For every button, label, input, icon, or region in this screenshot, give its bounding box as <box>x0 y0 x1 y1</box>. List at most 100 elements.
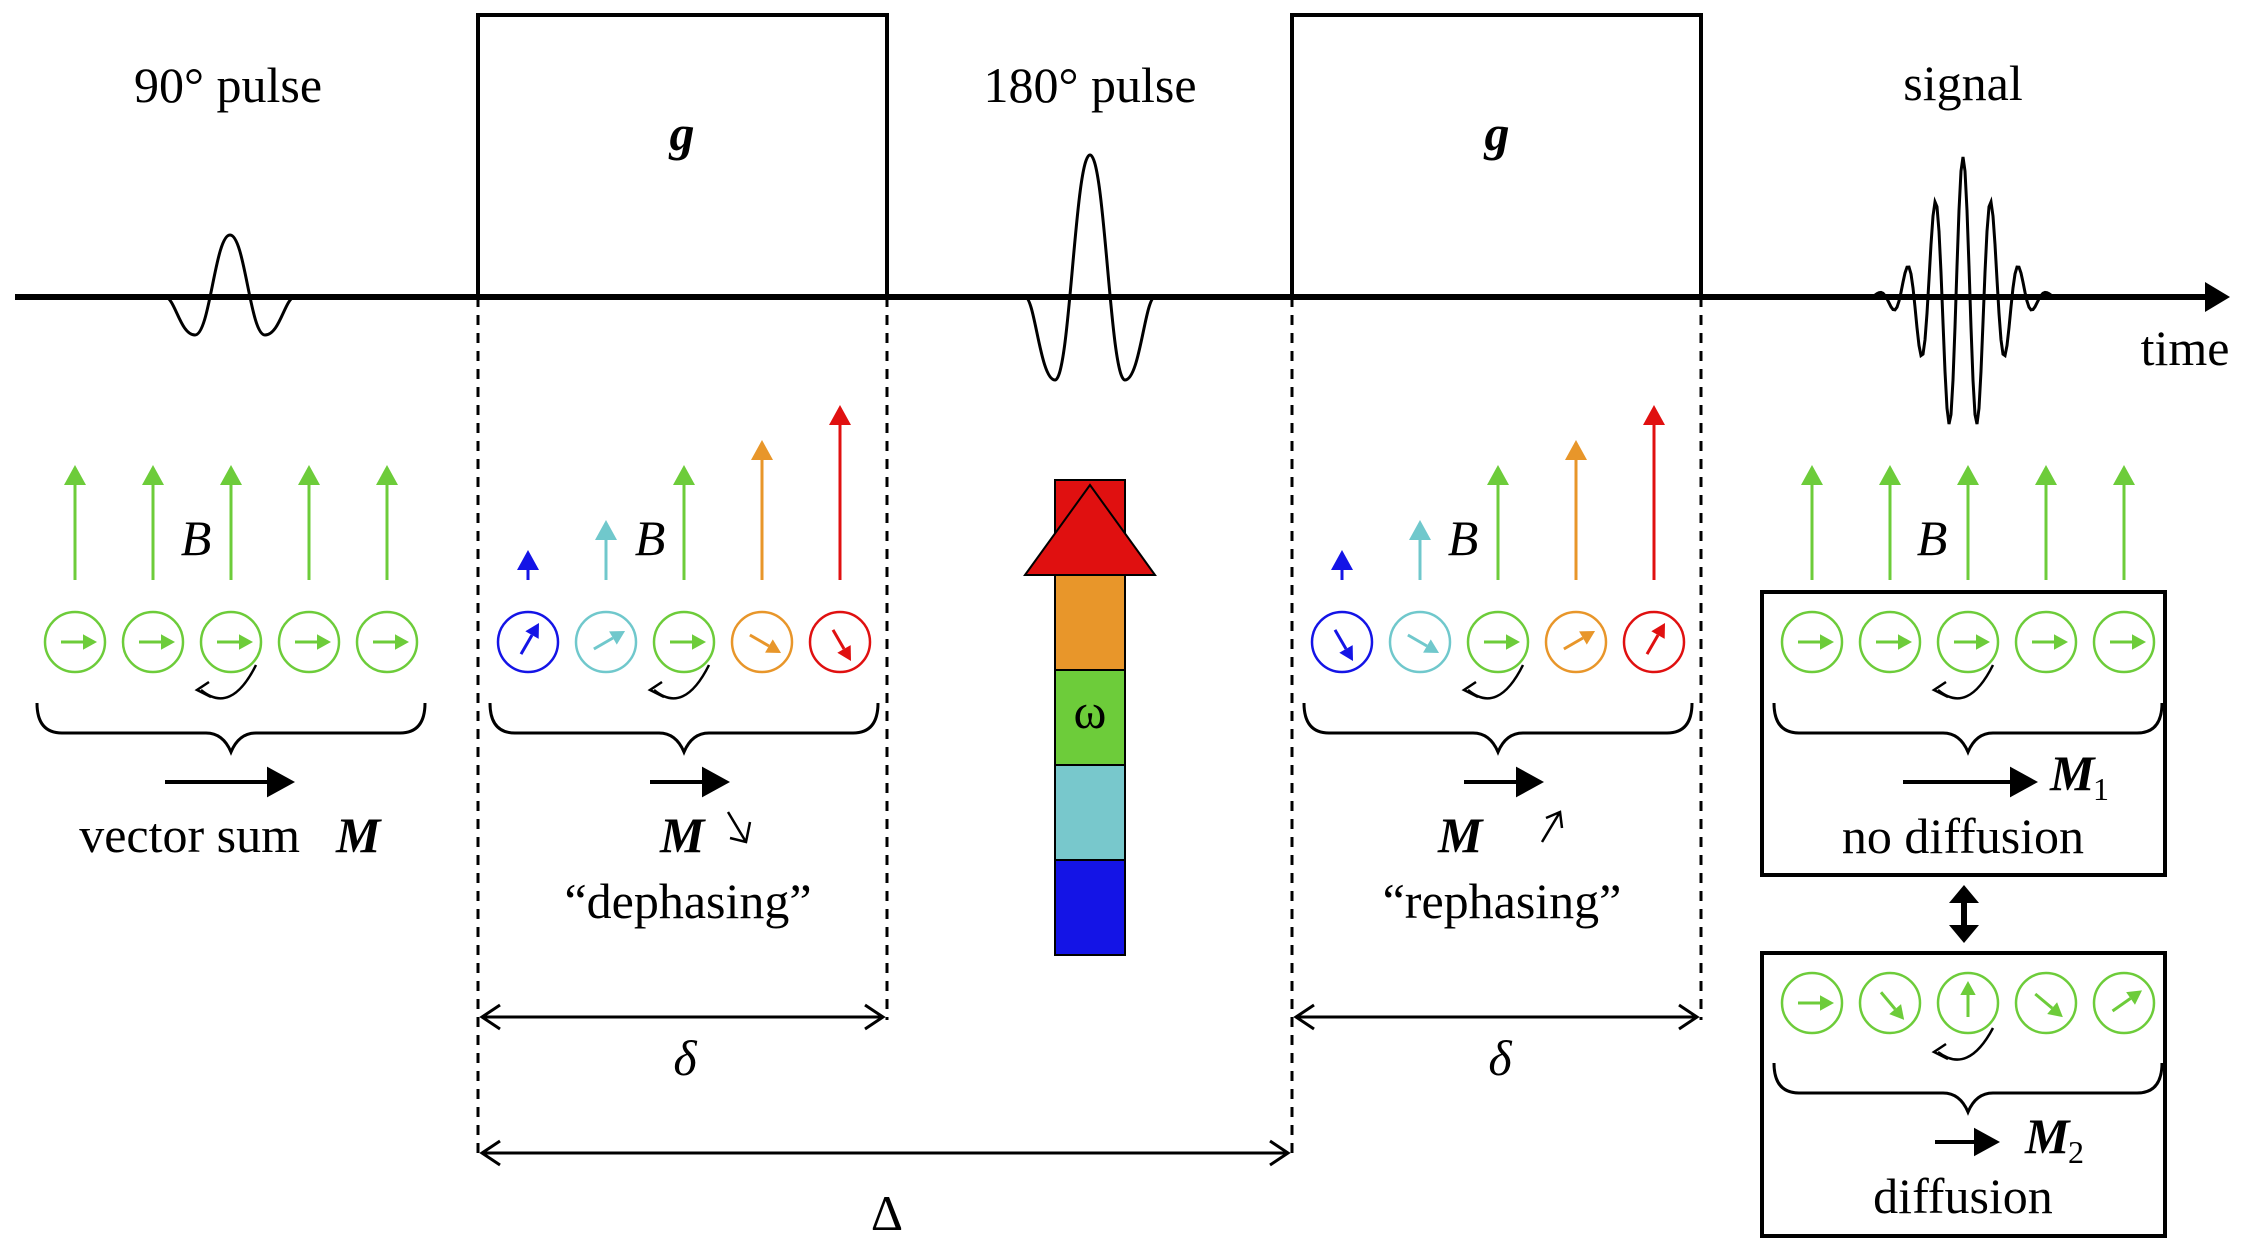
field-arrow <box>751 440 773 580</box>
vector-sum-m-label: M <box>335 807 382 863</box>
sum-brace <box>35 702 427 756</box>
rotation-arrowhead <box>194 680 212 699</box>
field-arrow <box>829 405 851 580</box>
spin-vector-arrow <box>2032 634 2068 650</box>
magnetization-arrow <box>1903 766 2038 798</box>
spin-vector-arrow <box>61 634 97 650</box>
field-arrow <box>595 520 617 580</box>
field-label-2: B <box>635 510 666 566</box>
m2-subscript: 2 <box>2068 1134 2084 1170</box>
gradient-label-1: g <box>669 105 695 161</box>
small-delta-label-2: δ <box>1488 1030 1512 1086</box>
spin-circle <box>574 610 638 674</box>
omega-bar-segment <box>1054 764 1126 861</box>
frequency-gradient-arrow <box>1023 479 1157 956</box>
spin-circle <box>1780 971 1844 1035</box>
field-arrow <box>2113 465 2135 580</box>
spin-circle <box>1780 610 1844 674</box>
spin-vector-arrow <box>1563 631 1596 651</box>
rotation-arc <box>1937 664 1995 700</box>
diffusion-label: diffusion <box>1873 1168 2053 1224</box>
pulse-180-waveform <box>1024 153 1156 382</box>
spin-vector-arrow <box>217 634 253 650</box>
field-arrow <box>1643 405 1665 580</box>
pulse-180-label: 180° pulse <box>983 57 1196 113</box>
spin-vector-arrow <box>295 634 331 650</box>
spin-vector-arrow <box>2034 992 2063 1018</box>
spin-circle <box>1858 971 1922 1035</box>
diffusion-spin-group <box>1772 971 2164 1157</box>
omega-arrow-head <box>1023 483 1157 576</box>
big-delta-label: Δ <box>871 1185 903 1241</box>
omega-bar-segment <box>1054 574 1126 671</box>
rotation-arrowhead <box>1931 680 1949 699</box>
sum-brace <box>1772 1062 2164 1116</box>
no-diffusion-box <box>1760 590 2167 877</box>
spin-circle <box>2092 610 2156 674</box>
spin-groups <box>35 405 2164 1157</box>
spin-vector-arrow <box>1484 634 1520 650</box>
vector-sum-label: vector sum <box>79 807 300 863</box>
spin-vector-arrow <box>1333 629 1353 662</box>
field-arrow <box>673 465 695 580</box>
spin-group <box>1772 465 2164 798</box>
spin-circle <box>277 610 341 674</box>
magnetization-arrow <box>650 766 730 798</box>
spin-vector-arrow <box>1954 634 1990 650</box>
timing-arrows <box>479 1003 1700 1167</box>
magnetization-arrow <box>1935 1127 2000 1157</box>
rotation-arc <box>1467 664 1525 700</box>
spin-vector-arrow <box>749 633 782 653</box>
rotation-arrowhead <box>1461 680 1479 699</box>
spin-vector-arrow <box>670 634 706 650</box>
pulse-90-label: 90° pulse <box>134 57 322 113</box>
rotation-arrowhead <box>647 680 665 699</box>
spin-vector-arrow <box>373 634 409 650</box>
spin-circle <box>2014 971 2078 1035</box>
pulse-90-waveform <box>164 233 296 337</box>
spin-circle <box>1936 610 2000 674</box>
spin-circle <box>43 610 107 674</box>
spin-group <box>1302 405 1694 843</box>
field-label-4: B <box>1917 510 1948 566</box>
spin-circle <box>199 610 263 674</box>
spin-circle <box>808 610 872 674</box>
spin-circle <box>1544 610 1608 674</box>
field-arrow <box>220 465 242 580</box>
echo-signal-waveform <box>1854 156 2075 425</box>
spin-circle <box>121 610 185 674</box>
spin-circle <box>2092 971 2156 1035</box>
field-arrow <box>1801 465 1823 580</box>
small-delta-label-1: δ <box>673 1030 697 1086</box>
magnetization-arrow <box>165 766 295 798</box>
rotation-arc <box>200 664 258 700</box>
spin-group <box>488 405 880 844</box>
dephasing-label: “dephasing” <box>564 873 811 929</box>
field-arrow <box>1409 520 1431 580</box>
m2-label: M <box>2024 1108 2071 1164</box>
sum-brace <box>1302 702 1694 756</box>
rephasing-label: “rephasing” <box>1383 873 1622 929</box>
omega-label: ω <box>1074 683 1107 739</box>
field-arrow <box>2035 465 2057 580</box>
gradient-pulse-1 <box>476 13 889 299</box>
spin-vector-arrow <box>1798 995 1834 1011</box>
field-arrow <box>64 465 86 580</box>
spin-vector-arrow <box>1407 633 1440 653</box>
spin-vector-arrow <box>1645 622 1665 655</box>
spin-circle <box>1936 971 2000 1035</box>
rotation-arc <box>653 664 711 700</box>
spin-group <box>35 465 427 798</box>
decrease-mark <box>726 811 752 844</box>
spin-vector-arrow <box>2110 634 2146 650</box>
spin-circle <box>355 610 419 674</box>
spin-circle <box>2014 610 2078 674</box>
spin-vector-arrow <box>1960 981 1976 1017</box>
field-arrow <box>1957 465 1979 580</box>
sum-brace <box>488 702 880 756</box>
timing-guides <box>476 297 1703 1155</box>
spin-vector-arrow <box>593 631 626 651</box>
time-axis-label: time <box>2141 320 2230 376</box>
comparison-double-arrow <box>1949 885 1979 943</box>
